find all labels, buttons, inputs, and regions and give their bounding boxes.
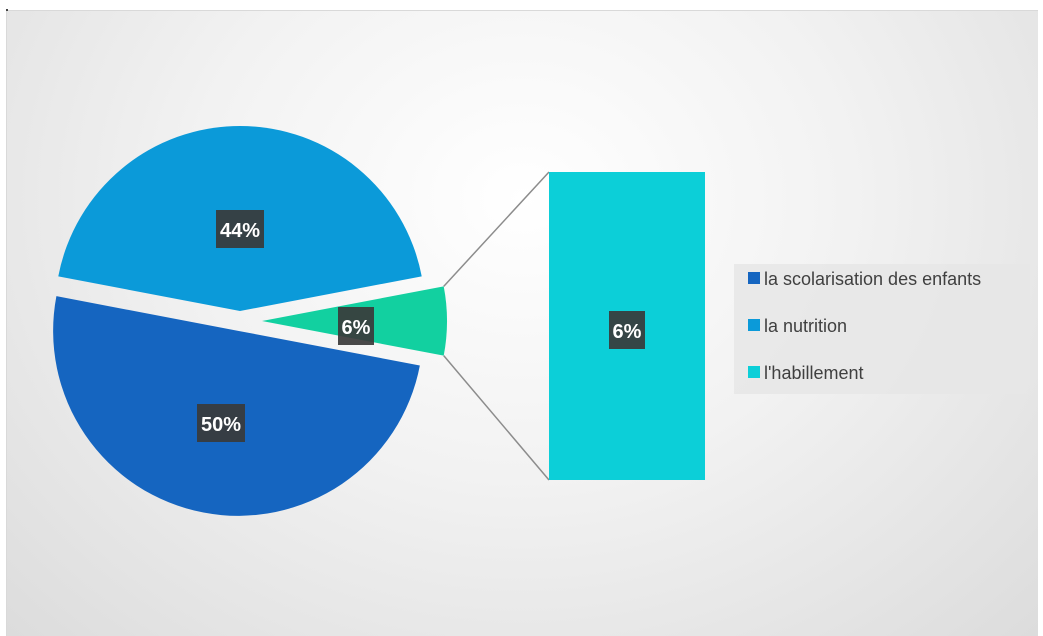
connector-lines bbox=[443, 171, 550, 481]
svg-text:44%: 44% bbox=[220, 220, 260, 242]
legend-label: la scolarisation des enfants bbox=[764, 269, 981, 289]
svg-text:50%: 50% bbox=[201, 414, 241, 436]
legend: la scolarisation des enfants la nutrition… bbox=[734, 264, 1030, 394]
data-label-0: 50% bbox=[197, 404, 245, 442]
legend-label: la nutrition bbox=[764, 316, 847, 336]
svg-text:6%: 6% bbox=[342, 317, 371, 339]
legend-label: l'habillement bbox=[764, 363, 864, 383]
legend-swatch bbox=[748, 366, 760, 378]
data-label-1: 44% bbox=[216, 210, 264, 248]
corner-mark bbox=[6, 9, 8, 11]
legend-swatch bbox=[748, 319, 760, 331]
secondary-bar-label: 6% bbox=[609, 311, 645, 349]
connector-line-top bbox=[443, 171, 550, 287]
data-labels: 44% 50% 6% 6% bbox=[197, 210, 645, 442]
legend-item-2: l'habillement bbox=[748, 363, 864, 383]
pie-slices bbox=[53, 125, 448, 516]
legend-box bbox=[734, 264, 1030, 394]
connector-line-bottom bbox=[443, 355, 550, 481]
legend-swatch bbox=[748, 272, 760, 284]
data-label-2: 6% bbox=[338, 307, 374, 345]
legend-item-0: la scolarisation des enfants bbox=[748, 269, 981, 289]
legend-item-1: la nutrition bbox=[748, 316, 847, 336]
svg-text:6%: 6% bbox=[613, 321, 642, 343]
